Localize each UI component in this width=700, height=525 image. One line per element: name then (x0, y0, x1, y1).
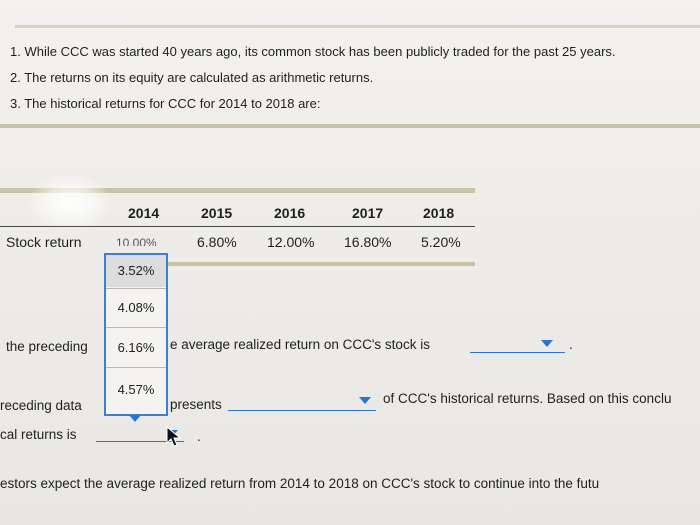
screen-glare (30, 175, 110, 230)
note-2: 2. The returns on its equity are calcula… (10, 70, 374, 85)
question-3-end: . (197, 429, 201, 444)
question-2-blank[interactable] (228, 410, 376, 411)
dropdown-chevron-down-icon[interactable] (129, 415, 141, 422)
question-1-prefix: the preceding (6, 339, 88, 354)
question-1-end: . (569, 337, 573, 352)
top-divider (15, 25, 700, 28)
question-3-prefix: cal returns is (0, 427, 77, 442)
return-2016: 12.00% (267, 234, 315, 250)
return-2017: 16.80% (344, 234, 392, 250)
return-2015: 6.80% (197, 234, 237, 250)
year-header-2018: 2018 (423, 205, 455, 221)
question-2-middle: presents (170, 397, 222, 412)
dropdown-divider (106, 367, 166, 368)
question-2-prefix: receding data (0, 398, 82, 413)
dropdown-divider (106, 327, 166, 328)
dropdown-option-4[interactable]: 4.57% (117, 382, 155, 397)
question-3-blank[interactable] (96, 441, 184, 442)
table-top-divider (0, 188, 475, 193)
dropdown-option-1[interactable]: 3.52% (106, 255, 166, 287)
return-2018: 5.20% (421, 234, 461, 250)
question-2-text: of CCC's historical returns. Based on th… (383, 391, 672, 406)
year-header-2014: 2014 (128, 205, 160, 221)
table-header-line (0, 226, 475, 227)
mouse-pointer-icon (166, 426, 182, 447)
question-1-chevron-down-icon[interactable] (541, 340, 553, 347)
question-1-text: e average realized return on CCC's stock… (170, 337, 430, 352)
notes-divider (0, 124, 700, 128)
year-header-2017: 2017 (352, 205, 384, 221)
question-1-blank[interactable] (470, 352, 565, 353)
dropdown-divider (106, 288, 166, 289)
return-2014: 10.00% (116, 236, 157, 246)
dropdown-option-3[interactable]: 6.16% (117, 340, 155, 355)
row-label-stock-return: Stock return (6, 234, 82, 250)
table-bottom-divider (168, 262, 475, 266)
dropdown-option-2[interactable]: 4.08% (117, 300, 155, 315)
note-1: 1. While CCC was started 40 years ago, i… (10, 44, 616, 59)
year-header-2016: 2016 (274, 205, 306, 221)
return-options-dropdown[interactable]: 3.52% 4.08% 6.16% 4.57% (104, 253, 168, 416)
question-4-text: estors expect the average realized retur… (0, 476, 600, 491)
note-3: 3. The historical returns for CCC for 20… (10, 96, 321, 111)
question-2-chevron-down-icon[interactable] (359, 397, 371, 404)
year-header-2015: 2015 (201, 205, 233, 221)
